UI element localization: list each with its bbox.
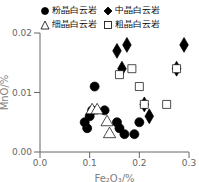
- html-text:中晶白云岩: 中晶白云岩: [115, 5, 160, 15]
- svg-text:Fe₂O₃/%: Fe₂O₃/%: [94, 173, 134, 182]
- html-text:粗晶白云岩: 粗晶白云岩: [115, 19, 160, 29]
- svg-text:0.0: 0.0: [33, 158, 48, 168]
- svg-text:0.3: 0.3: [182, 158, 191, 168]
- svg-text:0.1: 0.1: [83, 158, 97, 168]
- svg-text:0.01: 0.01: [12, 88, 32, 98]
- html-text:粉晶白云岩: 粉晶白云岩: [52, 5, 97, 15]
- svg-text:0.00: 0.00: [12, 147, 32, 157]
- html-text:细晶白云岩: 细晶白云岩: [52, 19, 97, 29]
- svg-text:0.2: 0.2: [132, 158, 146, 168]
- svg-text:MnO/%: MnO/%: [8, 75, 10, 111]
- svg-text:0.02: 0.02: [12, 28, 32, 38]
